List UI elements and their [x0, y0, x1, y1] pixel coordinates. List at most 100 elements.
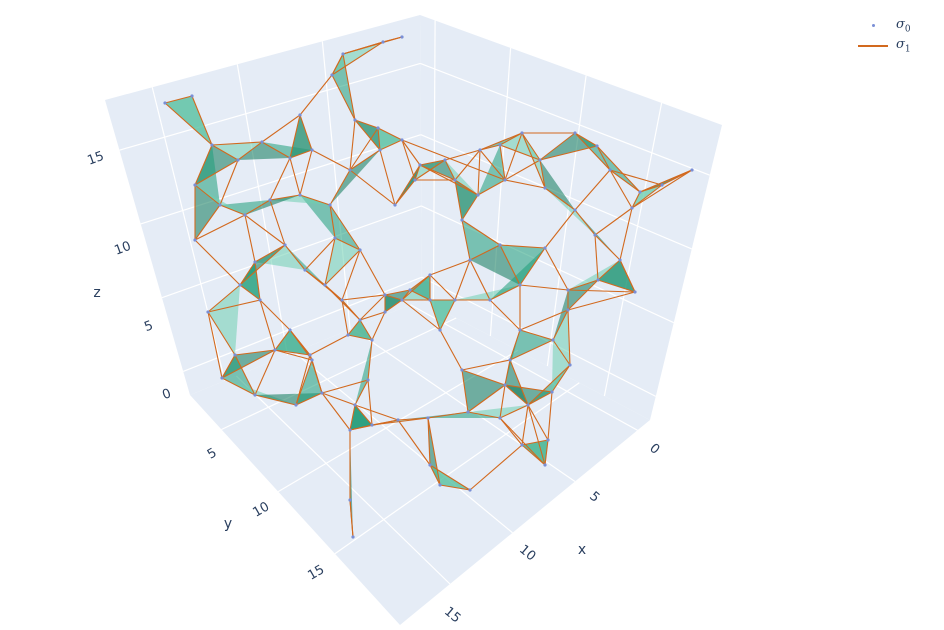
legend-item-sigma0[interactable]: σ0 — [852, 16, 938, 36]
vertex-point — [690, 168, 694, 172]
vertex-point — [596, 278, 600, 282]
y-tick-label: 5 — [205, 445, 220, 462]
vertex-point — [253, 260, 257, 264]
edge — [504, 384, 529, 406]
edge — [539, 132, 576, 161]
vertex-point — [630, 206, 634, 210]
vertex-point — [438, 483, 442, 487]
mesh-triangle — [330, 150, 380, 205]
mesh-triangle — [222, 355, 255, 395]
edge — [594, 207, 633, 236]
mesh-triangle — [462, 370, 505, 412]
mesh-triangle — [325, 238, 360, 285]
edge — [401, 139, 421, 166]
edge — [244, 214, 286, 246]
edge — [289, 157, 301, 196]
vertex-point — [638, 190, 642, 194]
vertex-point — [260, 140, 264, 144]
edge — [207, 284, 241, 313]
vertex-point — [443, 158, 447, 162]
vertex-point — [538, 158, 542, 162]
edge — [544, 439, 549, 466]
vertex-point — [400, 138, 404, 142]
y-axis-title: y — [224, 516, 232, 532]
edge — [324, 237, 336, 286]
vertex-point — [346, 333, 350, 337]
vertex-point — [498, 416, 502, 420]
edge — [401, 139, 416, 181]
edge — [367, 339, 373, 381]
edge — [469, 444, 523, 491]
vertex-point — [383, 310, 387, 314]
vertex-point — [543, 186, 547, 190]
edge — [509, 329, 521, 361]
edge — [509, 359, 529, 406]
vertex-point — [428, 463, 432, 467]
edge — [371, 417, 429, 426]
mesh-triangle — [428, 412, 500, 418]
edge — [382, 36, 403, 43]
vertex-point — [303, 268, 307, 272]
vertex-point — [550, 390, 554, 394]
edge — [429, 299, 441, 331]
mesh-triangle — [195, 185, 220, 240]
edge — [259, 299, 291, 331]
vertex-point — [330, 73, 334, 77]
mesh-triangle — [165, 96, 212, 145]
mesh-triangle — [378, 128, 402, 150]
edge — [359, 249, 386, 296]
z-tick-label: 5 — [142, 318, 155, 335]
z-tick-label: 10 — [112, 239, 133, 259]
edge — [596, 145, 611, 171]
edge — [574, 132, 598, 147]
legend-item-sigma1[interactable]: σ1 — [852, 36, 938, 56]
edge — [477, 149, 481, 196]
edge — [349, 127, 379, 171]
edge — [274, 329, 291, 351]
grid-line — [410, 304, 638, 431]
mesh-triangle — [212, 142, 262, 160]
edge — [609, 169, 663, 186]
vertex-point — [526, 403, 530, 407]
edge — [359, 311, 386, 321]
edge — [354, 119, 381, 151]
vertex-point — [428, 298, 432, 302]
edge — [469, 244, 501, 261]
edge — [259, 299, 276, 351]
edge — [631, 169, 693, 209]
z-tick-label: 15 — [85, 149, 106, 169]
edge — [519, 247, 546, 286]
edge — [295, 354, 311, 406]
grid-line — [334, 382, 580, 555]
edge — [439, 329, 463, 371]
edge — [567, 291, 636, 311]
back-wall-right — [420, 15, 722, 420]
edge — [619, 259, 636, 293]
edge — [194, 239, 241, 286]
vertex-point — [488, 298, 492, 302]
vertex-point — [400, 35, 404, 39]
vertex-point — [543, 463, 547, 467]
edge — [207, 311, 223, 379]
mesh-triangle — [350, 405, 372, 430]
vertex-point — [660, 183, 664, 187]
vertex-point — [466, 410, 470, 414]
edge — [254, 261, 261, 301]
mesh-triangle — [220, 200, 270, 215]
x-tick-label: 0 — [646, 441, 662, 458]
edge — [194, 204, 221, 241]
mesh-triangle — [420, 160, 455, 180]
edge — [237, 141, 263, 161]
edge — [299, 114, 313, 151]
vertex-point — [294, 403, 298, 407]
edge — [567, 309, 571, 366]
vertex-point — [320, 391, 324, 395]
vertex-point — [310, 358, 314, 362]
edge — [504, 359, 511, 386]
grid-line — [489, 47, 512, 337]
edge — [499, 384, 506, 419]
vertex-point — [370, 338, 374, 342]
vertex-point — [323, 283, 327, 287]
edge — [194, 214, 246, 241]
